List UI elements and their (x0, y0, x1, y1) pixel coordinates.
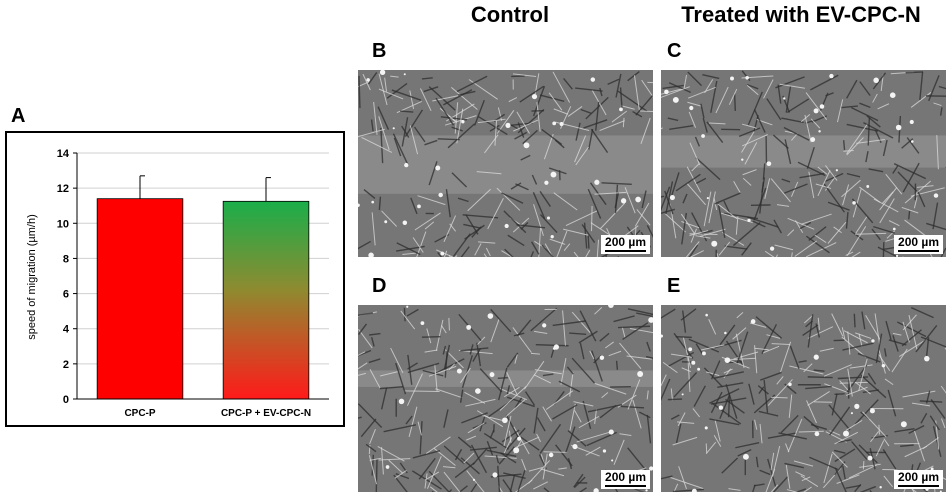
scale-bar-e: 200 µm (894, 470, 943, 489)
bar-1 (96, 198, 184, 400)
x-tick-label: CPC-P + EV-CPC-N (221, 408, 311, 419)
chart-panel: 0 2 4 6 8 10 12 14 CPC-P CPC-P + EV-CPC-N speed o… (5, 131, 345, 427)
scale-bar-b: 200 µm (601, 235, 650, 254)
y-tick-label: 6 (63, 289, 69, 301)
y-tick-label: 8 (63, 253, 69, 265)
panel-label-b: B (372, 40, 387, 62)
micrograph-c: 200 µm (661, 70, 946, 257)
panel-label-e: E (667, 275, 681, 297)
micrograph-b: 200 µm (358, 70, 653, 257)
treated-header: Treated with EV-CPC-N (681, 2, 921, 27)
y-tick-label: 2 (63, 359, 69, 371)
y-tick-label: 4 (63, 324, 70, 336)
micrograph-d: 200 µm (358, 305, 653, 492)
x-tick-label: CPC-P (124, 408, 155, 419)
cell-texture-e (661, 305, 946, 492)
y-axis-label: speed of migration (µm/h) (26, 214, 38, 340)
y-tick-label: 12 (57, 183, 69, 195)
bar-2 (222, 200, 310, 400)
panel-label-a: A (11, 105, 26, 127)
micrograph-e: 200 µm (661, 305, 946, 492)
panel-label-c: C (667, 40, 682, 62)
scale-bar-d: 200 µm (601, 470, 650, 489)
bar-chart: 0 2 4 6 8 10 12 14 CPC-P CPC-P + EV-CPC-N speed o… (26, 148, 329, 419)
y-tick-label: 10 (57, 218, 69, 230)
y-tick-label: 14 (57, 148, 70, 160)
cell-texture-c (661, 70, 946, 257)
y-tick-label: 0 (63, 394, 69, 406)
scale-bar-c: 200 µm (894, 235, 943, 254)
cell-texture-b (358, 70, 653, 257)
cell-texture-d (358, 305, 653, 492)
panel-label-d: D (372, 275, 387, 297)
control-header: Control (470, 2, 550, 27)
